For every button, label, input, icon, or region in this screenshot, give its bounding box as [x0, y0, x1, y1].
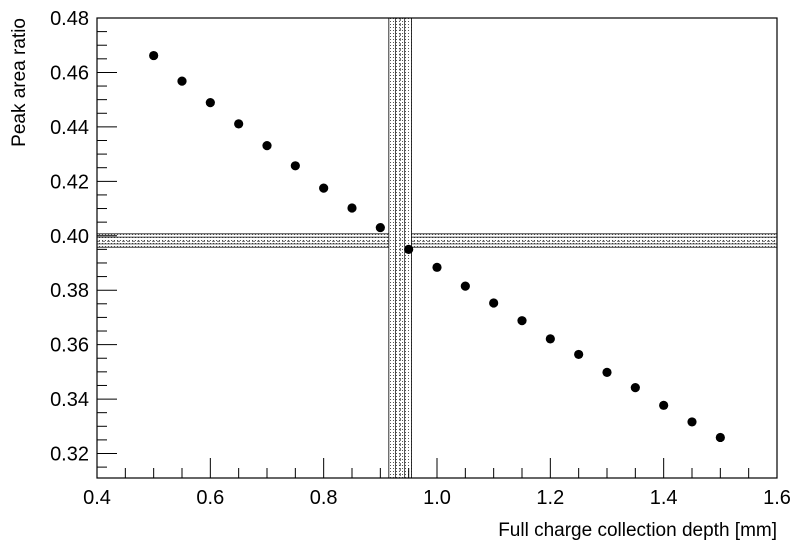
- x-tick-label: 1.0: [423, 487, 451, 509]
- y-tick-label: 0.42: [50, 171, 89, 193]
- data-point: [404, 244, 414, 254]
- x-tick-label: 0.8: [310, 487, 338, 509]
- data-point: [460, 281, 470, 291]
- data-point: [687, 417, 697, 427]
- y-axis-title: Peak area ratio: [9, 18, 30, 147]
- data-point: [149, 50, 159, 61]
- y-tick-label: 0.44: [50, 117, 89, 139]
- x-tick-label: 1.6: [763, 487, 791, 509]
- tick-labels: 0.4 0.6 0.8 1.0 1.2 1.4 1.6 0.32 0.34 0.36 0.38 0.4…: [50, 8, 791, 509]
- data-point: [290, 161, 300, 171]
- data-point: [432, 262, 442, 272]
- data-point: [715, 432, 725, 443]
- data-point: [234, 119, 244, 129]
- data-point: [319, 183, 329, 193]
- data-point: [177, 76, 187, 86]
- reference-bands: [96, 17, 778, 479]
- x-tick-label: 1.2: [536, 487, 564, 509]
- y-tick-label: 0.46: [50, 62, 89, 84]
- data-point: [545, 334, 555, 344]
- y-tick-label: 0.38: [50, 280, 89, 302]
- x-tick-label: 1.4: [650, 487, 678, 509]
- data-point: [347, 203, 357, 213]
- data-point: [262, 141, 272, 151]
- y-tick-label: 0.40: [50, 226, 89, 248]
- data-point: [659, 400, 669, 410]
- x-tick-label: 0.4: [83, 487, 111, 509]
- data-point: [517, 316, 527, 326]
- data-points: [149, 50, 725, 443]
- data-point: [489, 298, 499, 308]
- data-point: [375, 222, 385, 233]
- data-point: [630, 383, 640, 393]
- y-tick-label: 0.36: [50, 335, 89, 357]
- horizontal-band: [96, 233, 778, 248]
- axis-ticks: [96, 17, 778, 478]
- data-point: [602, 367, 612, 377]
- data-point: [205, 98, 215, 108]
- y-tick-label: 0.34: [50, 389, 89, 411]
- x-axis-title: Full charge collection depth [mm]: [498, 520, 777, 541]
- x-tick-label: 0.6: [196, 487, 224, 509]
- plot-frame: [96, 17, 778, 479]
- y-tick-label: 0.32: [50, 444, 89, 466]
- y-tick-label: 0.48: [50, 8, 89, 30]
- data-point: [574, 349, 584, 360]
